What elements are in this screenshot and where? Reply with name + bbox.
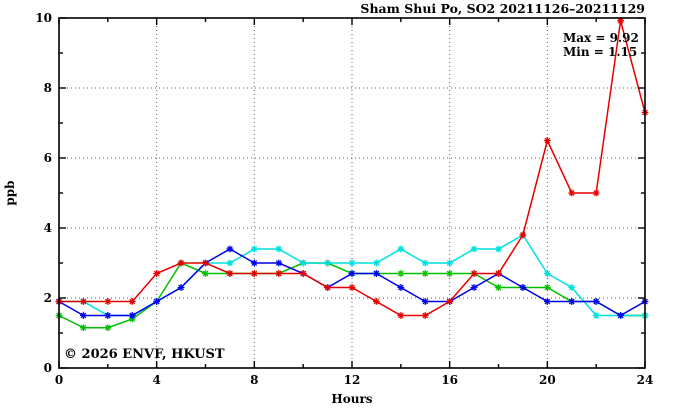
- series-cyan-marker: [275, 245, 283, 253]
- series-blue-marker: [153, 298, 161, 305]
- series-cyan-marker: [299, 259, 307, 267]
- watermark: © 2026 ENVF, HKUST: [64, 347, 225, 362]
- series-red-marker: [617, 17, 624, 25]
- series-red-marker: [421, 312, 429, 319]
- x-axis-title: Hours: [331, 392, 372, 406]
- series-green-marker: [397, 270, 405, 277]
- series-blue-marker: [177, 284, 185, 291]
- chart-title: Sham Shui Po, SO2 20211126–20211129: [360, 1, 645, 16]
- series-red-marker: [446, 298, 454, 305]
- series-red-marker: [543, 137, 551, 144]
- y-tick-label: 6: [44, 151, 52, 165]
- series-cyan-marker: [470, 245, 478, 253]
- x-tick-label: 20: [539, 373, 556, 387]
- series-red-marker: [226, 270, 234, 277]
- y-tick-label: 10: [35, 11, 52, 25]
- series-cyan-marker: [543, 270, 551, 277]
- series-red-marker: [470, 270, 478, 277]
- gridlines: [59, 18, 645, 368]
- x-tick-label: 12: [344, 373, 361, 387]
- series-red-marker: [250, 270, 258, 277]
- series-blue-marker: [519, 284, 527, 291]
- series-green-marker: [543, 284, 551, 291]
- series-blue-marker: [617, 312, 624, 319]
- plot-frame: [58, 17, 646, 369]
- series-blue-marker: [226, 245, 234, 253]
- series-blue-marker: [568, 298, 576, 305]
- series-green-marker: [202, 270, 209, 277]
- series-red-marker: [324, 284, 331, 291]
- series-cyan-marker: [373, 259, 380, 267]
- series-cyan-marker: [226, 259, 234, 267]
- series-blue-marker: [348, 270, 356, 277]
- series-green-marker: [80, 324, 87, 332]
- min-annotation: Min = 1.15: [563, 45, 637, 59]
- x-tick-label: 8: [250, 373, 258, 387]
- series-red-marker: [373, 298, 380, 305]
- series-blue-marker: [397, 284, 405, 291]
- x-tick-label: 4: [152, 373, 160, 387]
- series-cyan-marker: [348, 259, 356, 267]
- series-red-marker: [275, 270, 283, 277]
- series-red-marker: [202, 259, 209, 267]
- series-red-marker: [128, 298, 136, 305]
- series-cyan-marker: [568, 284, 576, 291]
- series-green-marker: [421, 270, 429, 277]
- y-tick-label: 8: [44, 81, 52, 95]
- series-red-marker: [495, 270, 502, 277]
- series-red-marker: [348, 284, 356, 291]
- y-tick-label: 2: [44, 291, 52, 305]
- series-blue-marker: [470, 284, 478, 291]
- series-red-marker: [104, 298, 112, 305]
- series-red-marker: [397, 312, 405, 319]
- series-blue-marker: [80, 312, 87, 319]
- y-tick-label: 4: [44, 221, 52, 235]
- series-cyan-marker: [446, 259, 454, 267]
- series-red-marker: [153, 270, 161, 277]
- series-blue-marker: [543, 298, 551, 305]
- series-cyan-marker: [397, 245, 405, 253]
- series-blue-marker: [275, 259, 283, 267]
- series-green-marker: [104, 324, 112, 332]
- y-axis-title: ppb: [3, 180, 17, 205]
- series-blue-marker: [250, 259, 258, 267]
- series-red-marker: [177, 259, 185, 267]
- series-blue-marker: [373, 270, 380, 277]
- series-red-marker: [592, 189, 600, 197]
- series-green-marker: [495, 284, 502, 291]
- y-tick-label: 0: [44, 361, 52, 375]
- x-tick-label: 0: [55, 373, 63, 387]
- series-red-marker: [519, 231, 527, 239]
- series-green-marker: [446, 270, 454, 277]
- series-blue-marker: [592, 298, 600, 305]
- series-cyan-marker: [495, 245, 502, 253]
- series-red-marker: [80, 298, 87, 305]
- series-blue-marker: [128, 312, 136, 319]
- series-green-marker: [128, 315, 136, 323]
- series-cyan-marker: [592, 312, 600, 319]
- max-annotation: Max = 9.92: [563, 31, 639, 45]
- x-tick-label: 24: [637, 373, 654, 387]
- series-blue-marker: [104, 312, 112, 319]
- series-cyan-marker: [324, 259, 331, 267]
- series-red-marker: [568, 189, 576, 197]
- series-blue-marker: [421, 298, 429, 305]
- series-cyan-marker: [421, 259, 429, 267]
- x-tick-label: 16: [441, 373, 458, 387]
- series-red-marker: [299, 270, 307, 277]
- series-cyan-marker: [250, 245, 258, 253]
